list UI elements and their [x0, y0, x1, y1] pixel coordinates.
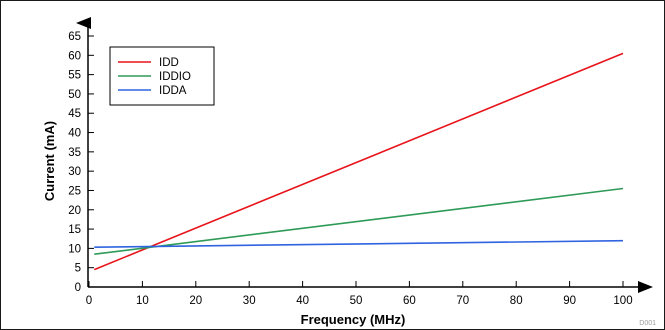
- y-axis-title: Current (mA): [42, 121, 57, 201]
- y-tick-label: 45: [68, 108, 81, 120]
- y-tick-label: 10: [68, 243, 81, 255]
- y-tick-label: 30: [68, 166, 81, 178]
- x-axis-title: Frequency (MHz): [301, 312, 406, 327]
- x-tick-label: 20: [189, 295, 202, 307]
- y-tick-label: 15: [68, 224, 81, 236]
- y-tick-label: 65: [68, 31, 81, 43]
- series-line-iddio: [94, 187, 624, 255]
- series-line-idd: [93, 52, 624, 271]
- x-tick-label: 0: [86, 295, 92, 307]
- x-axis-ticks: 0 10 20 30 40 50 60 70 80 90 100: [86, 281, 633, 307]
- legend: IDD IDDIO IDDA: [109, 46, 215, 106]
- legend-label-iddio: IDDIO: [159, 71, 191, 83]
- x-tick-label: 30: [243, 295, 256, 307]
- x-tick-label: 10: [136, 295, 149, 307]
- x-tick-label: 90: [563, 295, 576, 307]
- y-tick-label: 55: [68, 70, 81, 82]
- legend-label-idd: IDD: [159, 57, 179, 69]
- x-tick-label: 40: [296, 295, 309, 307]
- y-tick-label: 60: [68, 50, 81, 62]
- y-tick-label: 20: [68, 205, 81, 217]
- axes: [76, 17, 653, 293]
- y-tick-label: 25: [68, 185, 81, 197]
- x-tick-label: 70: [456, 295, 469, 307]
- y-tick-label: 35: [68, 147, 81, 159]
- y-axis-ticks: 0 5 10 15 20 25 30 35 40 45 50 55 60 65: [68, 31, 94, 294]
- x-tick-label: 80: [510, 295, 523, 307]
- y-tick-label: 0: [75, 282, 81, 294]
- y-tick-label: 5: [75, 263, 81, 275]
- y-tick-label: 50: [68, 89, 81, 101]
- series-line-idda: [94, 239, 624, 248]
- x-tick-label: 50: [350, 295, 363, 307]
- data-series: [93, 52, 624, 271]
- y-tick-label: 40: [68, 128, 81, 140]
- figure-id-annotation: D001: [639, 320, 656, 327]
- x-tick-label: 100: [613, 295, 632, 307]
- x-tick-label: 60: [403, 295, 416, 307]
- legend-label-idda: IDDA: [159, 85, 187, 97]
